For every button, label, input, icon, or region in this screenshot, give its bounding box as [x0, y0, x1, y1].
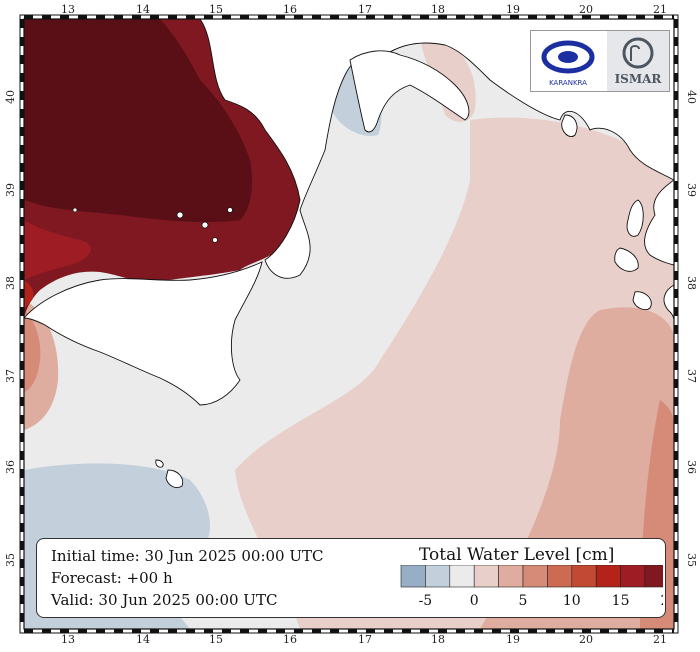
lon-tick-label-top: 19: [506, 3, 520, 16]
lon-tick-label-bottom: 14: [136, 633, 150, 646]
legend-swatch: [473, 565, 499, 588]
corfu-island: [561, 114, 578, 137]
lon-tick-label-top: 16: [283, 3, 297, 16]
legend-swatch: [449, 565, 475, 588]
malta-island: [165, 469, 184, 489]
lon-tick-label-bottom: 15: [209, 633, 223, 646]
lat-tick-label-right: 37: [685, 369, 698, 383]
greece-coast-north: [644, 179, 674, 266]
lat-tick-label-right: 36: [685, 460, 698, 474]
lon-tick-label-bottom: 17: [358, 633, 372, 646]
legend-colorbar: -5 0 5 10 15 20: [400, 565, 663, 609]
legend-tick-label: 0: [470, 593, 479, 609]
lat-tick-label-right: 40: [685, 90, 698, 104]
lon-tick-label-top: 14: [136, 3, 150, 16]
legend-swatch: [522, 565, 548, 588]
sicily-land: [24, 261, 263, 406]
initial-time: Initial time: 30 Jun 2025 00:00 UTC: [51, 547, 324, 565]
logos-art: KARANKRA ISMAR: [531, 31, 669, 91]
lon-tick-label-top: 17: [358, 3, 372, 16]
legend-tick-label: 10: [563, 593, 581, 609]
zakynthos-island: [614, 247, 639, 272]
aeolian-island: [227, 207, 233, 213]
legend-tick-label: -5: [419, 593, 433, 609]
tyrrhenian-peak-water: [24, 19, 252, 223]
legend-swatch: [425, 565, 451, 588]
ismar-logo-icon: [622, 37, 654, 69]
lon-tick-label-top: 15: [209, 3, 223, 16]
lon-tick-label-top: 13: [61, 3, 75, 16]
legend-title: Total Water Level [cm]: [419, 545, 615, 565]
lon-tick-label-bottom: 13: [61, 633, 75, 646]
kassandra-logo-icon: [541, 40, 595, 74]
frame-ticks: [19, 14, 679, 634]
puglia-land: [349, 50, 470, 133]
ismar-logo-mark-icon: [630, 45, 640, 61]
gozo-island: [155, 459, 164, 468]
strofades-island: [632, 291, 652, 311]
lat-tick-label-left: 37: [4, 369, 17, 383]
lat-tick-label-left: 36: [4, 460, 17, 474]
lat-tick-label-left: 39: [4, 183, 17, 197]
legend-swatch: [595, 565, 621, 588]
tyrrhenian-zone-16: [24, 220, 91, 280]
legend-tick-label: 15: [612, 593, 630, 609]
legend-swatch: [571, 565, 597, 588]
tick-labels: 13 13 14 14 15 15 16 16 17 17 18 18 19 19 20 20 21 21 35 35…: [4, 3, 698, 646]
lat-tick-label-right: 35: [685, 553, 698, 567]
kassandra-logo-text: KARANKRA: [549, 79, 587, 87]
lat-tick-label-right: 39: [685, 183, 698, 197]
tyrrhenian-zone-15: [24, 280, 34, 310]
aeolian-island: [212, 237, 218, 243]
forecast-step: Forecast: +00 h: [51, 569, 173, 587]
lon-tick-label-top: 21: [653, 3, 667, 16]
legend-swatch: [644, 565, 663, 588]
kefalonia-island: [626, 199, 644, 237]
lon-tick-label-bottom: 19: [506, 633, 520, 646]
lon-tick-label-bottom: 18: [431, 633, 445, 646]
kassandra-eye-icon: [558, 51, 578, 63]
lon-tick-label-bottom: 21: [653, 633, 667, 646]
aeolian-island: [201, 221, 209, 229]
legend-swatch: [498, 565, 524, 588]
legend-swatch: [400, 565, 426, 588]
lat-tick-label-right: 38: [685, 276, 698, 290]
logos-panel: KARANKRA ISMAR: [530, 30, 670, 92]
legend-tick-label: 5: [519, 593, 528, 609]
lat-tick-label-left: 38: [4, 276, 17, 290]
legend-swatch: [547, 565, 573, 588]
level-zone-negative-sw: [24, 463, 210, 545]
legend-swatch: [620, 565, 646, 588]
level-zone-west-dark: [24, 310, 41, 392]
valid-time: Valid: 30 Jun 2025 00:00 UTC: [51, 591, 278, 609]
aeolian-island: [176, 211, 184, 219]
lon-tick-label-bottom: 20: [579, 633, 593, 646]
lat-tick-label-left: 35: [4, 553, 17, 567]
legend-tick-label: 20: [660, 593, 663, 609]
lat-tick-label-left: 40: [4, 90, 17, 104]
ustica-island: [72, 207, 78, 213]
lon-tick-label-bottom: 16: [283, 633, 297, 646]
lon-tick-label-top: 18: [431, 3, 445, 16]
ismar-logo-text: ISMAR: [615, 72, 663, 86]
lon-tick-label-top: 20: [579, 3, 593, 16]
info-panel: Initial time: 30 Jun 2025 00:00 UTC Fore…: [36, 538, 666, 618]
